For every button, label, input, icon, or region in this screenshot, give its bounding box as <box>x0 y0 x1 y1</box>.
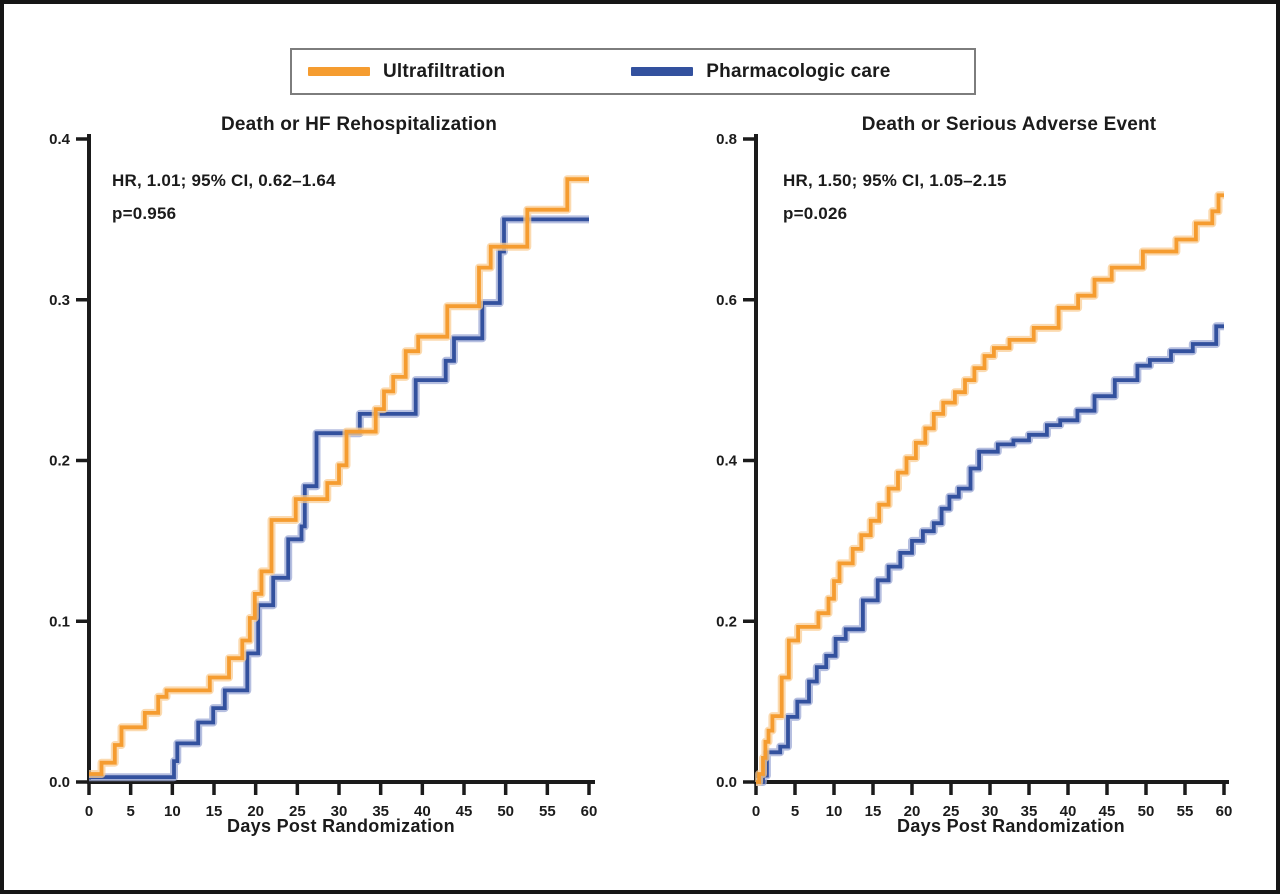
legend-label-pharmacologic-care: Pharmacologic care <box>706 60 891 82</box>
x-tick-label: 60 <box>581 803 598 820</box>
ultrafiltration-line-swatch <box>308 67 370 76</box>
y-tick-label: 0.8 <box>716 131 737 148</box>
legend-box: Ultrafiltration Pharmacologic care <box>290 48 976 95</box>
right-chart-stats: HR, 1.50; 95% CI, 1.05–2.15 p=0.026 <box>783 164 1007 230</box>
x-tick-label: 35 <box>372 803 389 820</box>
x-tick-label: 25 <box>943 803 960 820</box>
y-tick-label: 0.3 <box>49 292 70 309</box>
x-tick-label: 20 <box>904 803 921 820</box>
x-tick-label: 30 <box>982 803 999 820</box>
left-chart-title: Death or HF Rehospitalization <box>220 114 498 135</box>
left-chart-hr-text: HR, 1.01; 95% CI, 0.62–1.64 <box>112 171 336 190</box>
left-chart-x-axis-label: Days Post Randomization <box>227 816 455 836</box>
x-tick-label: 50 <box>1138 803 1155 820</box>
ultrafiltration-curve-halo <box>755 191 1224 786</box>
ultrafiltration-curve <box>756 193 1224 784</box>
legend-label-ultrafiltration: Ultrafiltration <box>383 60 506 82</box>
x-tick-label: 25 <box>289 803 306 820</box>
x-tick-label: 10 <box>164 803 181 820</box>
y-tick-label: 0.2 <box>49 453 70 470</box>
pharmacologic-care-curve-halo <box>756 322 1224 786</box>
y-tick-label: 0.4 <box>716 453 738 470</box>
right-chart-hr-text: HR, 1.50; 95% CI, 1.05–2.15 <box>783 171 1007 190</box>
right-chart-p-value: p=0.026 <box>783 204 848 223</box>
right-chart-canvas: 0 5 10 15 20 25 30 35 40 45 50 55 60 0.0 0.2 0.4 0.6 0.8 <box>716 131 1233 820</box>
x-tick-label: 40 <box>1060 803 1077 820</box>
x-tick-label: 0 <box>85 803 93 820</box>
x-tick-label: 5 <box>126 803 134 820</box>
y-tick-label: 0.2 <box>716 613 737 630</box>
y-tick-label: 0.0 <box>716 774 737 791</box>
x-tick-label: 20 <box>247 803 264 820</box>
right-chart-x-axis-label: Days Post Randomization <box>897 816 1125 836</box>
x-tick-label: 10 <box>826 803 843 820</box>
y-tick-label: 0.4 <box>49 131 71 148</box>
x-tick-label: 55 <box>539 803 556 820</box>
x-tick-label: 35 <box>1021 803 1038 820</box>
legend-item-pharmacologic-care: Pharmacologic care <box>631 61 890 83</box>
x-tick-label: 30 <box>331 803 348 820</box>
left-chart-canvas: 0 5 10 15 20 25 30 35 40 45 50 55 60 0.0 0.1 0.2 0.3 0.4 <box>49 131 598 820</box>
axis-lines <box>754 134 1229 784</box>
x-tick-label: 40 <box>414 803 431 820</box>
x-tick-label: 60 <box>1216 803 1233 820</box>
y-tick-label: 0.0 <box>49 774 70 791</box>
x-tick-label: 0 <box>752 803 760 820</box>
x-tick-label: 55 <box>1177 803 1194 820</box>
axis-lines <box>87 134 595 784</box>
right-chart-title: Death or Serious Adverse Event <box>861 114 1157 135</box>
x-tick-label: 50 <box>497 803 514 820</box>
legend-item-ultrafiltration: Ultrafiltration <box>308 61 505 83</box>
left-chart-stats: HR, 1.01; 95% CI, 0.62–1.64 p=0.956 <box>112 164 336 230</box>
x-tick-label: 5 <box>791 803 799 820</box>
y-tick-label: 0.1 <box>49 613 70 630</box>
x-tick-label: 45 <box>456 803 473 820</box>
y-tick-label: 0.6 <box>716 292 737 309</box>
x-tick-label: 45 <box>1099 803 1116 820</box>
pharmacologic-care-line-swatch <box>631 67 694 76</box>
left-chart-p-value: p=0.956 <box>112 204 177 223</box>
ultrafiltration-curve <box>89 177 589 776</box>
x-tick-label: 15 <box>206 803 223 820</box>
pharmacologic-care-curve <box>89 217 589 780</box>
pharmacologic-care-curve <box>756 324 1224 784</box>
x-tick-label: 15 <box>865 803 882 820</box>
